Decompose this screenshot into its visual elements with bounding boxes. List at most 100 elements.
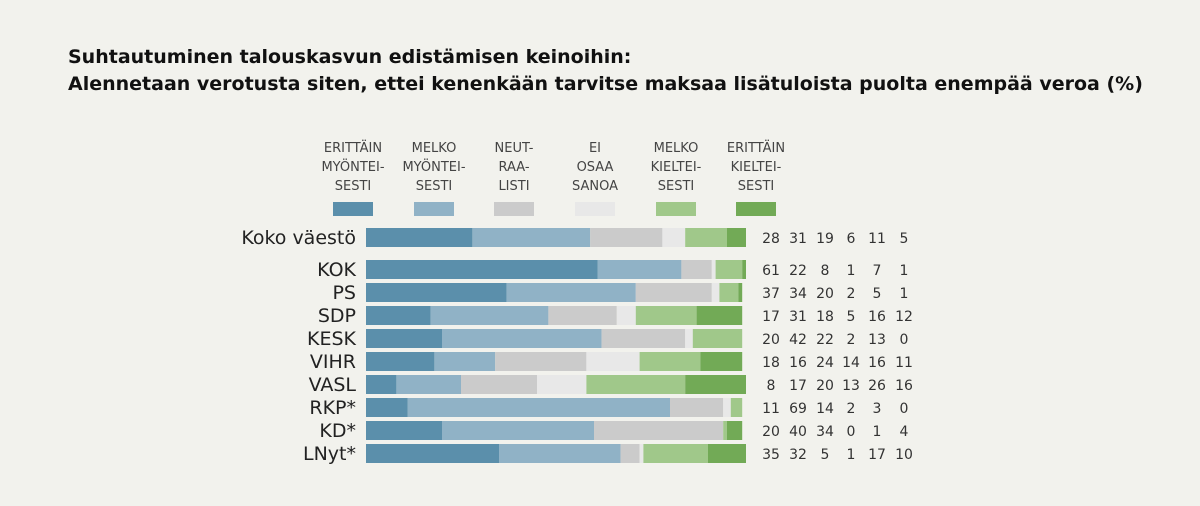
bar-segment [617, 306, 636, 325]
legend-label: MELKO [654, 141, 699, 156]
value-label: 40 [789, 424, 807, 440]
bar-segment [685, 228, 727, 247]
category-label: KESK [307, 328, 357, 350]
legend-label: SANOA [572, 179, 618, 194]
value-label: 20 [816, 286, 834, 302]
value-label: 35 [762, 447, 780, 463]
bar-segment [670, 398, 723, 417]
value-label: 37 [762, 286, 780, 302]
value-label: 20 [816, 378, 834, 394]
legend-label: OSAA [577, 160, 614, 175]
legend-item: MELKO MYÖNTEI- SESTI [402, 141, 465, 216]
category-label: VIHR [310, 351, 356, 373]
category-label: LNyt* [303, 443, 356, 465]
bar-segment [408, 398, 670, 417]
bar-segment [640, 352, 701, 371]
bar-segment [366, 398, 408, 417]
legend-item: ERITTÄINKIELTEI-SESTI [727, 140, 785, 216]
bar-segment [685, 375, 746, 394]
chart-rows: Koko väestö 28 31 19 6 11 5KOK 61 22 8 1 7 1PS 37 34 20… [241, 227, 913, 465]
value-label: 5 [873, 286, 882, 302]
value-label: 16 [868, 309, 886, 325]
legend-label: ERITTÄIN [324, 140, 382, 156]
value-label: 28 [762, 231, 780, 247]
legend-label: RAA- [498, 160, 529, 175]
bar-segment [366, 306, 431, 325]
value-label: 6 [847, 231, 856, 247]
value-label: 69 [789, 401, 807, 417]
value-label: 26 [868, 378, 886, 394]
bar-row: RKP* 11 69 14 2 3 0 [309, 397, 908, 419]
bar-segment [366, 375, 396, 394]
legend-swatch [494, 202, 534, 216]
bar-segment [738, 283, 742, 302]
bar-segment [727, 421, 742, 440]
value-label: 7 [873, 263, 882, 279]
bar-row: SDP 17 31 18 5 16 12 [318, 305, 913, 327]
value-label: 11 [868, 231, 886, 247]
bar-segment [472, 228, 590, 247]
bar-segment [723, 398, 731, 417]
value-label: 22 [816, 332, 834, 348]
legend-label: EI [589, 141, 601, 156]
category-label: PS [332, 282, 356, 304]
value-label: 5 [821, 447, 830, 463]
value-label: 3 [873, 401, 882, 417]
bar-segment [700, 352, 742, 371]
bar-segment [499, 444, 621, 463]
bar-segment [719, 283, 738, 302]
bar-segment [693, 329, 742, 348]
bar-segment [461, 375, 537, 394]
bar-segment [396, 375, 461, 394]
legend-label: MYÖNTEI- [402, 158, 465, 175]
legend-swatch [333, 202, 373, 216]
bar-segment [590, 228, 662, 247]
bar-segment [662, 228, 685, 247]
value-label: 34 [816, 424, 834, 440]
category-label: RKP* [309, 397, 356, 419]
category-label: VASL [309, 374, 357, 396]
value-label: 20 [762, 332, 780, 348]
bar-segment [621, 444, 640, 463]
value-label: 16 [789, 355, 807, 371]
bar-segment [586, 352, 639, 371]
value-label: 1 [900, 263, 909, 279]
value-label: 14 [816, 401, 834, 417]
bar-segment [537, 375, 586, 394]
legend-item: EI OSAA SANOA [572, 141, 618, 216]
value-label: 1 [873, 424, 882, 440]
bar-segment [598, 260, 682, 279]
value-label: 0 [847, 424, 856, 440]
value-label: 0 [900, 401, 909, 417]
value-label: 16 [868, 355, 886, 371]
bar-segment [640, 444, 644, 463]
value-label: 8 [767, 378, 776, 394]
bar-segment [366, 283, 507, 302]
bar-segment [366, 421, 442, 440]
value-label: 14 [842, 355, 860, 371]
bar-segment [681, 260, 711, 279]
bar-segment [636, 283, 712, 302]
value-label: 24 [816, 355, 834, 371]
bar-segment [636, 306, 697, 325]
bar-segment [731, 398, 742, 417]
value-label: 16 [895, 378, 913, 394]
value-label: 61 [762, 263, 780, 279]
bar-segment [442, 329, 602, 348]
value-label: 13 [842, 378, 860, 394]
value-label: 13 [868, 332, 886, 348]
legend-label: SESTI [416, 179, 453, 194]
value-label: 32 [789, 447, 807, 463]
bar-row: Koko väestö 28 31 19 6 11 5 [241, 227, 908, 249]
value-label: 20 [762, 424, 780, 440]
value-label: 4 [900, 424, 909, 440]
bar-row: LNyt* 35 32 5 1 17 10 [303, 443, 913, 465]
bar-row: VIHR 18 16 24 14 16 11 [310, 351, 913, 373]
bar-segment [495, 352, 586, 371]
value-label: 34 [789, 286, 807, 302]
value-label: 2 [847, 332, 856, 348]
legend-label: KIELTEI- [651, 160, 702, 175]
value-label: 19 [816, 231, 834, 247]
bar-row: PS 37 34 20 2 5 1 [332, 282, 908, 304]
bar-row: KESK 20 42 22 2 13 0 [307, 328, 908, 350]
